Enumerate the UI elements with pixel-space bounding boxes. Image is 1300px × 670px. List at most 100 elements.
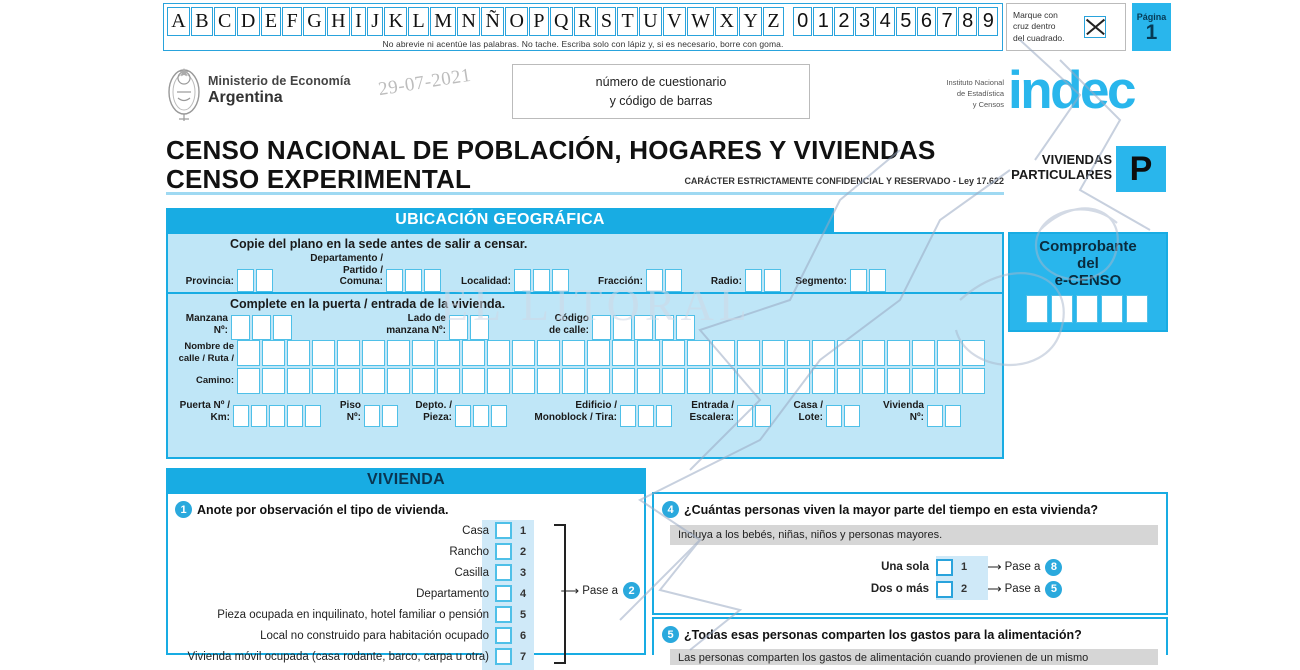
street-input-cell[interactable] <box>237 340 260 366</box>
input-cell[interactable] <box>592 315 611 340</box>
input-cell[interactable] <box>237 268 254 292</box>
street-input-cell[interactable] <box>512 368 535 394</box>
field-input-cells[interactable] <box>386 268 443 292</box>
question-1-option-checkbox[interactable] <box>495 627 512 644</box>
input-cell[interactable] <box>737 405 753 427</box>
street-input-cell[interactable] <box>737 368 760 394</box>
street-input-cell[interactable] <box>687 368 710 394</box>
field-input-cells[interactable] <box>449 315 491 340</box>
field-input-cells[interactable] <box>233 405 323 427</box>
street-input-cell[interactable] <box>787 340 810 366</box>
street-input-cell[interactable] <box>837 340 860 366</box>
question-1-option-checkbox-wrap[interactable] <box>495 606 512 623</box>
input-cell[interactable] <box>869 268 886 292</box>
input-cell[interactable] <box>620 405 636 427</box>
input-cell[interactable] <box>252 315 271 340</box>
field-input-cells[interactable] <box>745 268 783 292</box>
street-input-cell[interactable] <box>412 340 435 366</box>
input-cell[interactable] <box>305 405 321 427</box>
question-1-option-row[interactable]: Casilla 3 <box>168 562 644 583</box>
field-input-cells[interactable] <box>927 405 963 427</box>
street-input-cell[interactable] <box>412 368 435 394</box>
street-input-cell[interactable] <box>587 368 610 394</box>
street-input-cell[interactable] <box>562 368 585 394</box>
input-cell[interactable] <box>655 315 674 340</box>
input-cell[interactable] <box>287 405 303 427</box>
street-input-cell[interactable] <box>862 340 885 366</box>
street-input-cell[interactable] <box>237 368 260 394</box>
street-input-cell[interactable] <box>962 340 985 366</box>
question-4-answer-checkbox[interactable] <box>936 580 953 598</box>
street-input-cell[interactable] <box>587 340 610 366</box>
input-cell[interactable] <box>269 405 285 427</box>
question-4-answer-checkbox[interactable] <box>936 558 953 576</box>
input-cell[interactable] <box>251 405 267 427</box>
street-input-cell[interactable] <box>487 340 510 366</box>
question-1-option-row[interactable]: Pieza ocupada en inquilinato, hotel fami… <box>168 604 644 625</box>
street-input-cell[interactable] <box>787 368 810 394</box>
input-cell[interactable] <box>470 315 489 340</box>
question-1-option-row[interactable]: Casa 1 <box>168 520 644 541</box>
street-input-cell[interactable] <box>437 368 460 394</box>
street-input-cell[interactable] <box>912 340 935 366</box>
street-input-cell[interactable] <box>387 340 410 366</box>
street-input-cell[interactable] <box>937 368 960 394</box>
question-1-option-row[interactable]: Rancho 2 <box>168 541 644 562</box>
input-cell[interactable] <box>256 268 273 292</box>
street-input-cell[interactable] <box>512 340 535 366</box>
street-input-cell[interactable] <box>887 340 910 366</box>
street-input-cell[interactable] <box>462 340 485 366</box>
field-input-cells[interactable] <box>620 405 674 427</box>
input-cell[interactable] <box>386 268 403 292</box>
street-input-cell[interactable] <box>537 340 560 366</box>
field-input-cells[interactable] <box>455 405 509 427</box>
input-cell[interactable] <box>638 405 654 427</box>
input-cell[interactable] <box>382 405 398 427</box>
input-cell[interactable] <box>646 268 663 292</box>
question-1-option-row[interactable]: Departamento 4 <box>168 583 644 604</box>
street-input-cell[interactable] <box>262 340 285 366</box>
input-cell[interactable] <box>552 268 569 292</box>
ecenso-input-cell[interactable] <box>1125 295 1148 324</box>
street-input-cell[interactable] <box>312 340 335 366</box>
field-input-cells[interactable] <box>850 268 888 292</box>
input-cell[interactable] <box>665 268 682 292</box>
field-input-cells[interactable] <box>592 315 697 340</box>
street-input-cell[interactable] <box>612 340 635 366</box>
street-input-cell[interactable] <box>362 340 385 366</box>
input-cell[interactable] <box>364 405 380 427</box>
question-1-option-checkbox-wrap[interactable] <box>495 648 512 665</box>
street-input-cell[interactable] <box>337 340 360 366</box>
ecenso-input-cell[interactable] <box>1050 295 1073 324</box>
input-cell[interactable] <box>634 315 653 340</box>
question-1-option-checkbox[interactable] <box>495 543 512 560</box>
question-1-option-checkbox[interactable] <box>495 522 512 539</box>
input-cell[interactable] <box>231 315 250 340</box>
street-input-cell[interactable] <box>812 340 835 366</box>
input-cell[interactable] <box>491 405 507 427</box>
street-name-row[interactable]: Nombre de calle / Ruta / <box>176 340 1002 366</box>
street-input-cell[interactable] <box>562 340 585 366</box>
field-input-cells[interactable] <box>646 268 684 292</box>
street-input-cell[interactable] <box>462 368 485 394</box>
input-cell[interactable] <box>233 405 249 427</box>
street-input-cell[interactable] <box>937 340 960 366</box>
input-cell[interactable] <box>449 315 468 340</box>
input-cell[interactable] <box>826 405 842 427</box>
street-input-cell[interactable] <box>887 368 910 394</box>
question-1-option-checkbox[interactable] <box>495 648 512 665</box>
street-input-cell[interactable] <box>862 368 885 394</box>
street-input-cell[interactable] <box>337 368 360 394</box>
street-input-cell[interactable] <box>612 368 635 394</box>
street-input-cell[interactable] <box>737 340 760 366</box>
field-input-cells[interactable] <box>364 405 400 427</box>
input-cell[interactable] <box>764 268 781 292</box>
street-input-cell[interactable] <box>487 368 510 394</box>
input-cell[interactable] <box>473 405 489 427</box>
street-input-cell[interactable] <box>387 368 410 394</box>
street-input-cell[interactable] <box>262 368 285 394</box>
question-1-option-checkbox-wrap[interactable] <box>495 585 512 602</box>
street-input-cell[interactable] <box>662 340 685 366</box>
ecenso-input-cell[interactable] <box>1025 295 1048 324</box>
street-input-cell[interactable] <box>962 368 985 394</box>
